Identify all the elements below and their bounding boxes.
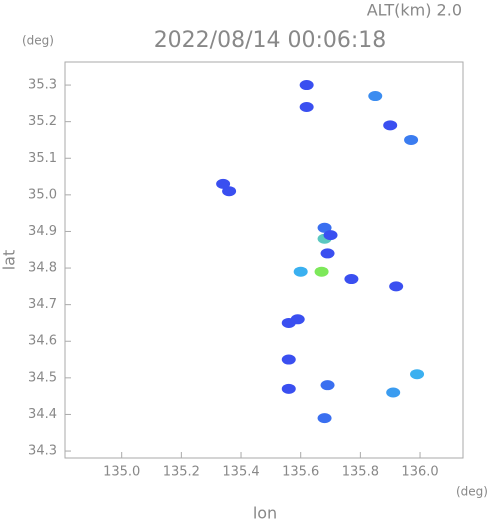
x-tick-label: 135.8 (342, 465, 379, 480)
x-unit: (deg) (456, 485, 488, 499)
chart-title: 2022/08/14 00:06:18 (154, 28, 387, 53)
echo-cell (299, 80, 314, 91)
echo-cell (293, 266, 308, 277)
x-tick-label: 135.6 (282, 465, 319, 480)
echo-cell (383, 120, 398, 131)
echo-cell (320, 380, 335, 391)
y-tick-label: 34.9 (28, 224, 57, 239)
plot-frame (64, 61, 464, 459)
echo-cell (344, 274, 359, 285)
y-tick-label: 34.7 (28, 297, 57, 312)
echo-cell (216, 178, 231, 189)
echo-cell (323, 230, 338, 241)
echo-cell (368, 91, 383, 102)
x-axis-label: lon (253, 504, 277, 521)
y-tick-label: 35.3 (28, 78, 57, 93)
echo-cell (314, 266, 329, 277)
echo-cell (386, 387, 401, 398)
y-tick-label: 35.0 (28, 187, 57, 202)
echo-cell (404, 134, 419, 145)
echo-cell (290, 314, 305, 325)
x-tick-label: 135.4 (222, 465, 259, 480)
y-tick-label: 35.1 (28, 151, 57, 166)
y-axis-label: lat (0, 250, 19, 271)
y-tick-label: 34.3 (28, 444, 57, 459)
echo-cell (410, 369, 425, 380)
echo-cell (317, 222, 332, 233)
echo-cell (299, 102, 314, 113)
x-tick-label: 135.0 (103, 465, 140, 480)
echo-cell (281, 354, 296, 365)
y-tick-label: 34.5 (28, 370, 57, 385)
subtitle: ALT(km) 2.0 (367, 1, 462, 20)
y-tick-label: 34.8 (28, 261, 57, 276)
x-tick-label: 135.2 (163, 465, 200, 480)
echo-cell (317, 413, 332, 424)
y-tick-label: 34.4 (28, 407, 57, 422)
y-unit: (deg) (22, 34, 54, 48)
x-tick-label: 136.0 (401, 465, 438, 480)
echo-cell (281, 383, 296, 394)
echo-cell (389, 281, 404, 292)
echo-cell (320, 248, 335, 259)
y-tick-label: 34.6 (28, 334, 57, 349)
y-tick-label: 35.2 (28, 114, 57, 129)
echo-cell (222, 186, 237, 197)
